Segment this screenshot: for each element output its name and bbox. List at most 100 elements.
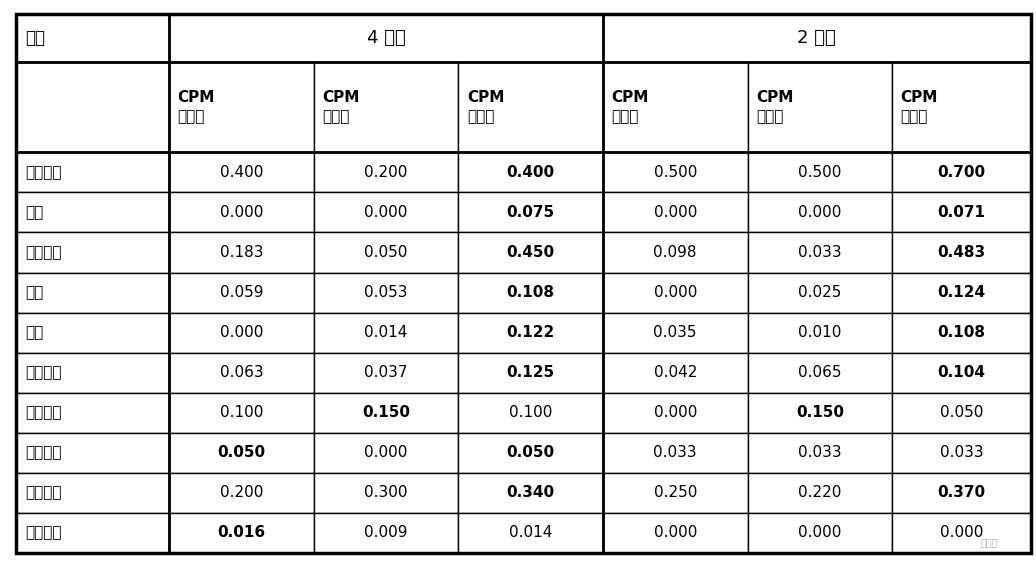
Text: 0.483: 0.483 (938, 245, 985, 260)
Text: 主要作物: 主要作物 (25, 405, 61, 420)
Text: 0.340: 0.340 (507, 485, 554, 500)
Text: 0.183: 0.183 (220, 245, 263, 260)
Text: 商品品牌: 商品品牌 (25, 245, 61, 260)
Text: 0.250: 0.250 (654, 485, 697, 500)
Bar (16, 273, 169, 312)
Text: 0.370: 0.370 (938, 485, 985, 500)
Bar (169, 232, 314, 273)
Bar (748, 513, 892, 553)
Text: 0.016: 0.016 (218, 525, 265, 540)
Text: 0.000: 0.000 (940, 525, 983, 540)
Bar (603, 192, 748, 232)
Bar (892, 393, 1031, 433)
Text: 0.150: 0.150 (796, 405, 844, 420)
Bar (16, 473, 169, 513)
Bar (169, 192, 314, 232)
Bar (458, 232, 603, 273)
Text: 0.098: 0.098 (654, 245, 697, 260)
Bar (892, 192, 1031, 232)
Bar (603, 473, 748, 513)
Text: 0.037: 0.037 (365, 365, 408, 380)
Bar (603, 433, 748, 473)
Bar (748, 393, 892, 433)
Text: 0.050: 0.050 (940, 405, 983, 420)
Bar (16, 232, 169, 273)
Bar (603, 393, 748, 433)
Bar (169, 513, 314, 553)
Bar (892, 273, 1031, 312)
Bar (314, 513, 458, 553)
Bar (748, 62, 892, 153)
Bar (16, 153, 169, 192)
Text: 0.000: 0.000 (220, 325, 263, 340)
Text: 0.050: 0.050 (365, 245, 408, 260)
Bar (603, 62, 748, 153)
Text: 0.075: 0.075 (507, 205, 554, 220)
Bar (169, 273, 314, 312)
Text: 0.035: 0.035 (654, 325, 697, 340)
Text: 0.063: 0.063 (220, 365, 263, 380)
Bar (603, 513, 748, 553)
Text: CPM
（中）: CPM （中） (756, 90, 794, 124)
Bar (458, 312, 603, 353)
Bar (169, 153, 314, 192)
Bar (169, 433, 314, 473)
Bar (314, 192, 458, 232)
Bar (748, 192, 892, 232)
Text: 0.220: 0.220 (798, 485, 841, 500)
Text: 0.500: 0.500 (654, 165, 697, 180)
Text: 学科: 学科 (25, 285, 44, 300)
Bar (16, 192, 169, 232)
Bar (748, 433, 892, 473)
Bar (458, 513, 603, 553)
Text: 0.108: 0.108 (938, 325, 985, 340)
Bar (458, 62, 603, 153)
Text: 0.000: 0.000 (365, 205, 408, 220)
Bar (314, 393, 458, 433)
Bar (314, 473, 458, 513)
Bar (458, 153, 603, 192)
Bar (603, 312, 748, 353)
Text: 0.122: 0.122 (507, 325, 554, 340)
Bar (458, 473, 603, 513)
Text: 0.053: 0.053 (365, 285, 408, 300)
Text: 0.000: 0.000 (654, 405, 697, 420)
Bar (169, 353, 314, 393)
Bar (169, 14, 603, 62)
Text: 0.071: 0.071 (938, 205, 985, 220)
Bar (748, 353, 892, 393)
Bar (314, 273, 458, 312)
Text: 病原类型: 病原类型 (25, 485, 61, 500)
Text: 0.025: 0.025 (798, 285, 841, 300)
Bar (458, 433, 603, 473)
Bar (603, 353, 748, 393)
Text: 0.000: 0.000 (654, 205, 697, 220)
Bar (314, 312, 458, 353)
Bar (458, 192, 603, 232)
Text: 0.014: 0.014 (509, 525, 552, 540)
Bar (16, 433, 169, 473)
Text: 0.700: 0.700 (938, 165, 985, 180)
Text: 0.000: 0.000 (798, 525, 841, 540)
Text: 0.009: 0.009 (365, 525, 408, 540)
Text: 4 样本: 4 样本 (367, 29, 405, 47)
Text: 0.450: 0.450 (507, 245, 554, 260)
Bar (169, 312, 314, 353)
Text: CPM
（小）: CPM （小） (178, 90, 215, 124)
Bar (169, 393, 314, 433)
Text: 0.108: 0.108 (507, 285, 554, 300)
Text: 主要工艺: 主要工艺 (25, 165, 61, 180)
Bar (892, 153, 1031, 192)
Bar (603, 232, 748, 273)
Text: 0.400: 0.400 (507, 165, 554, 180)
Text: 0.104: 0.104 (938, 365, 985, 380)
Text: 0.100: 0.100 (509, 405, 552, 420)
Text: 全名: 全名 (25, 325, 44, 340)
Text: 0.124: 0.124 (938, 285, 985, 300)
Text: 0.125: 0.125 (507, 365, 554, 380)
Bar (314, 232, 458, 273)
Bar (314, 353, 458, 393)
Bar (892, 62, 1031, 153)
Text: 0.065: 0.065 (798, 365, 841, 380)
Text: 0.150: 0.150 (362, 405, 410, 420)
